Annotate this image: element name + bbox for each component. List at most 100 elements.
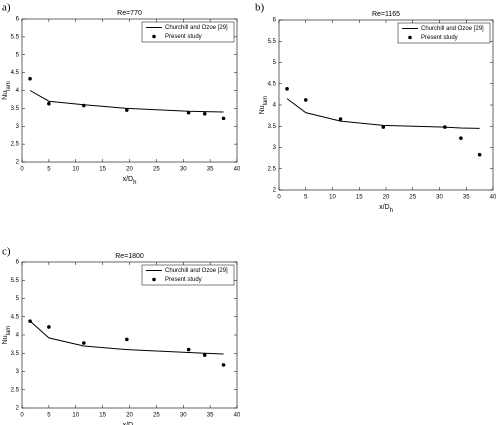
y-tick-label: 6 bbox=[16, 17, 20, 23]
y-tick-label: 4 bbox=[273, 103, 277, 109]
y-tick-label: 6 bbox=[273, 18, 277, 24]
x-axis-label-sub: h bbox=[133, 180, 136, 186]
x-tick-label: 30 bbox=[436, 195, 443, 201]
data-point bbox=[221, 363, 226, 367]
y-tick-label: 5 bbox=[273, 60, 277, 66]
y-tick-label: 3 bbox=[16, 124, 20, 130]
chart-title: Re=770 bbox=[117, 10, 142, 17]
legend-label: Churchill and Ozoe [29] bbox=[421, 26, 484, 32]
x-tick-label: 30 bbox=[180, 413, 187, 419]
data-point bbox=[338, 117, 343, 121]
x-tick-label: 35 bbox=[463, 195, 470, 201]
y-axis-label-main: Nu bbox=[2, 91, 9, 100]
legend-label: Churchill and Ozoe [29] bbox=[165, 268, 228, 274]
x-tick-label: 15 bbox=[99, 413, 106, 419]
x-tick-label: 25 bbox=[153, 167, 160, 173]
data-point bbox=[47, 101, 51, 106]
y-tick-label: 5.5 bbox=[11, 278, 20, 284]
legend-box bbox=[141, 264, 235, 286]
data-point bbox=[82, 341, 86, 345]
x-tick-label: 0 bbox=[20, 167, 24, 173]
y-tick-label: 4.5 bbox=[268, 81, 277, 87]
y-axis-label: Nulam bbox=[259, 96, 269, 115]
y-tick-label: 4 bbox=[16, 333, 20, 339]
legend-label: Churchill and Ozoe [29] bbox=[165, 25, 228, 31]
series-line bbox=[29, 320, 224, 355]
x-tick-label: 20 bbox=[383, 195, 390, 201]
y-tick-label: 3 bbox=[273, 145, 277, 151]
x-tick-label: 25 bbox=[153, 413, 160, 419]
y-tick-label: 3 bbox=[16, 369, 20, 375]
data-point bbox=[381, 125, 386, 129]
y-tick-label: 4.5 bbox=[11, 314, 20, 320]
legend-marker bbox=[408, 35, 412, 40]
y-tick-label: 5.5 bbox=[11, 34, 20, 40]
data-point bbox=[125, 108, 129, 112]
plot-area bbox=[278, 19, 494, 191]
chart-title: Re=1165 bbox=[372, 11, 400, 18]
x-tick-label: 35 bbox=[207, 413, 214, 419]
x-tick-label: 30 bbox=[180, 167, 187, 173]
y-tick-label: 2.5 bbox=[268, 166, 277, 172]
y-axis-label-sub: lam bbox=[6, 326, 12, 336]
x-tick-label: 5 bbox=[47, 413, 51, 419]
data-point bbox=[202, 353, 207, 357]
x-axis-label-main: x/D bbox=[123, 176, 134, 183]
x-tick-label: 40 bbox=[234, 413, 241, 419]
y-tick-label: 5 bbox=[16, 296, 20, 302]
data-point bbox=[303, 98, 308, 102]
data-point bbox=[477, 152, 482, 157]
x-axis-label-main: x/D bbox=[379, 204, 390, 211]
panel-label: a) bbox=[2, 2, 11, 14]
x-axis-label: x/Dh bbox=[123, 422, 137, 425]
y-tick-label: 3.5 bbox=[11, 106, 20, 112]
legend-label: Present study bbox=[165, 34, 202, 40]
data-point bbox=[186, 110, 191, 115]
x-tick-label: 20 bbox=[126, 167, 133, 173]
plot-area bbox=[21, 261, 238, 409]
y-axis-label-sub: lam bbox=[6, 81, 12, 91]
x-axis-label: x/Dh bbox=[123, 176, 137, 186]
legend-marker bbox=[152, 277, 156, 282]
legend-label: Present study bbox=[165, 277, 202, 283]
data-point bbox=[285, 87, 289, 91]
x-axis-label: x/Dh bbox=[379, 204, 393, 214]
y-axis-label: Nulam bbox=[2, 81, 12, 100]
y-tick-label: 5.5 bbox=[268, 39, 277, 45]
x-tick-label: 25 bbox=[409, 195, 416, 201]
y-tick-label: 2 bbox=[16, 160, 20, 166]
y-axis-label: Nulam bbox=[2, 326, 12, 345]
y-tick-label: 2 bbox=[273, 188, 277, 194]
x-axis-label-sub: h bbox=[390, 208, 393, 214]
y-tick-label: 2 bbox=[16, 406, 20, 412]
x-axis-label-main: x/D bbox=[123, 422, 134, 425]
x-tick-label: 5 bbox=[304, 195, 308, 201]
legend-box bbox=[141, 21, 235, 43]
chart-title: Re=1800 bbox=[115, 253, 144, 260]
panel-label: b) bbox=[255, 2, 265, 14]
data-point bbox=[221, 116, 226, 121]
legend-label: Present study bbox=[421, 35, 458, 41]
y-tick-label: 3.5 bbox=[268, 124, 277, 130]
y-tick-label: 4 bbox=[16, 88, 20, 94]
data-point bbox=[125, 337, 129, 342]
y-tick-label: 4.5 bbox=[11, 70, 20, 76]
x-tick-label: 10 bbox=[72, 413, 79, 419]
data-point bbox=[202, 111, 207, 116]
y-tick-label: 3.5 bbox=[11, 351, 20, 357]
x-tick-label: 0 bbox=[20, 413, 24, 419]
legend-marker bbox=[152, 34, 156, 39]
x-tick-label: 0 bbox=[277, 195, 281, 201]
data-point bbox=[186, 347, 191, 352]
x-tick-label: 10 bbox=[329, 195, 336, 201]
x-tick-label: 20 bbox=[126, 413, 133, 419]
data-point bbox=[82, 103, 86, 108]
y-tick-label: 2.5 bbox=[11, 387, 20, 393]
data-point bbox=[28, 76, 32, 81]
panel-label: c) bbox=[2, 246, 11, 258]
x-tick-label: 15 bbox=[99, 167, 106, 173]
y-tick-label: 6 bbox=[16, 260, 20, 266]
data-point bbox=[28, 319, 32, 323]
plot-area bbox=[21, 18, 238, 163]
